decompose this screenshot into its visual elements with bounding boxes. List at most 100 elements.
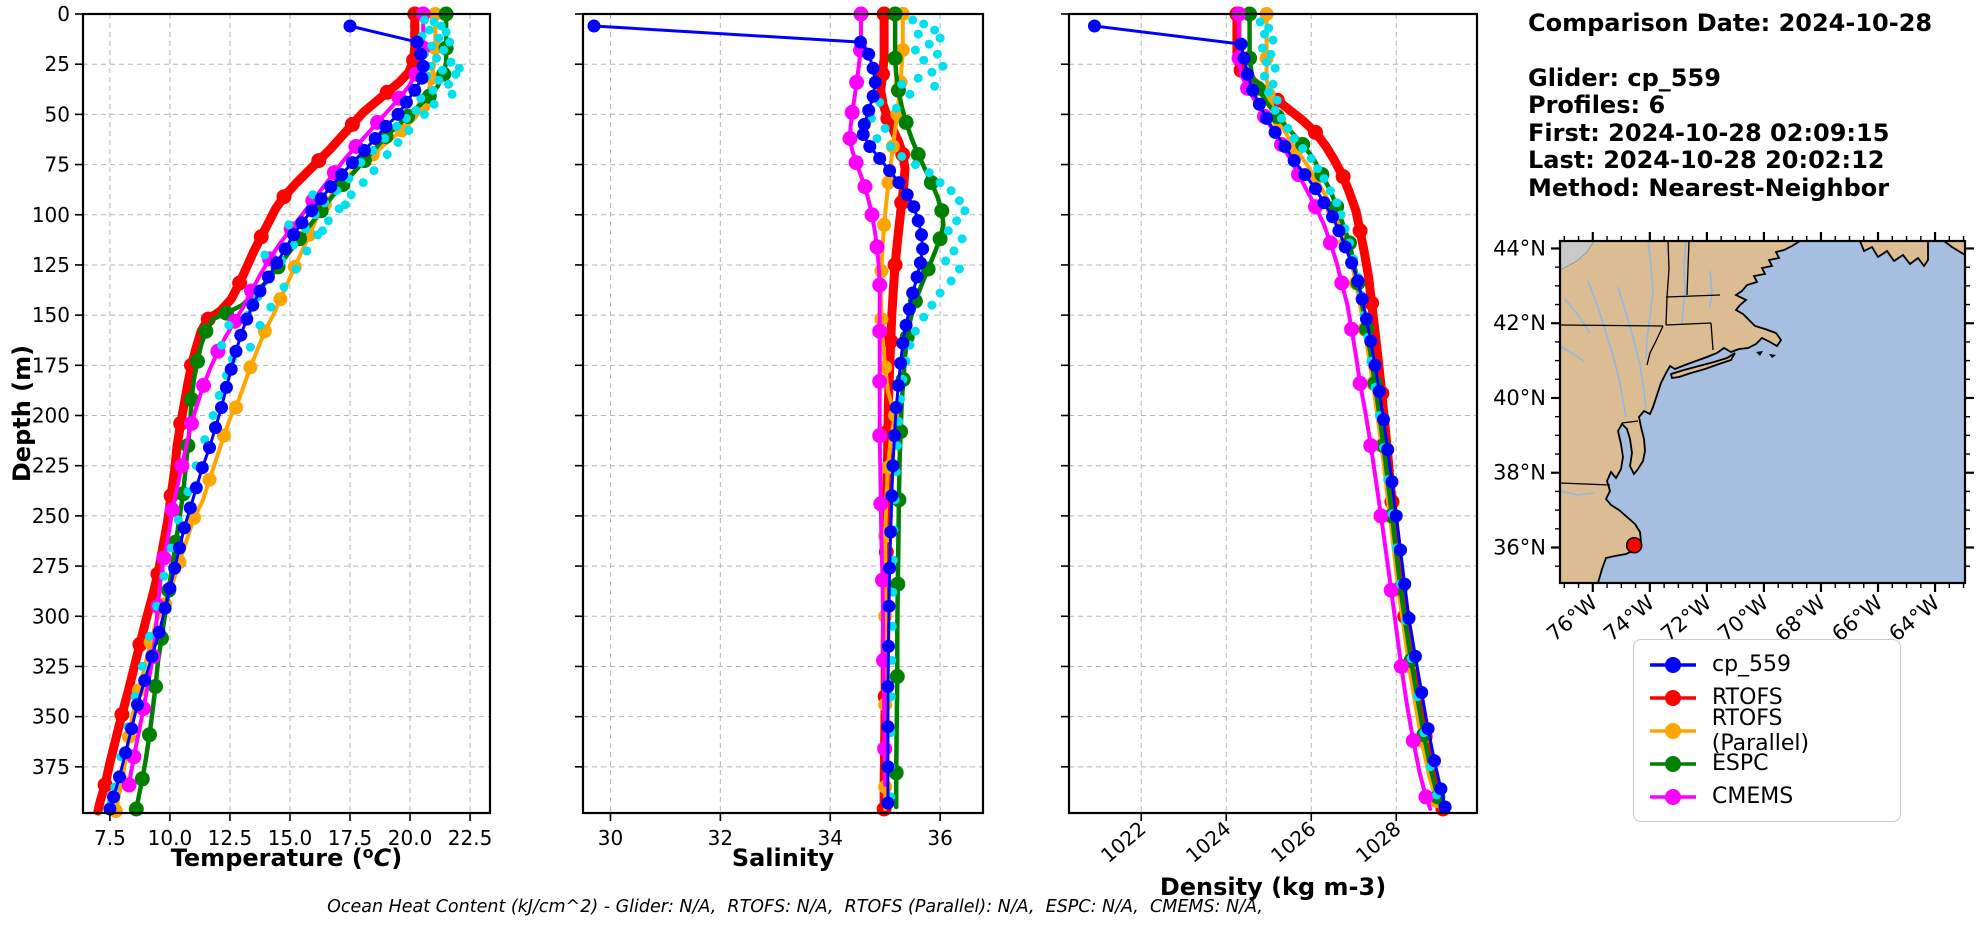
svg-text:0: 0 (57, 2, 70, 26)
svg-text:76°W: 76°W (1542, 590, 1602, 646)
map-land (1560, 241, 1802, 583)
svg-text:Temperature (oC): Temperature (oC) (171, 843, 403, 872)
comparison-date: Comparison Date: 2024-10-28 (1528, 9, 1933, 37)
temperature-profile-chart: 7.5 10.0 12.5 15.0 17.5 20.0 22.5 0 25 50 75 100 125… (8, 2, 492, 872)
svg-text:17.5: 17.5 (328, 826, 373, 850)
svg-text:34: 34 (818, 826, 843, 850)
svg-text:100: 100 (32, 203, 70, 227)
salinity-profile-chart: 30 32 34 36 Salinity (575, 6, 985, 872)
series-cp-559 (103, 19, 430, 816)
last-profile-time: Last: 2024-10-28 20:02:12 (1528, 146, 1885, 174)
legend-label: RTOFS (Parallel) (1711, 705, 1810, 756)
svg-text:36: 36 (927, 826, 952, 850)
svg-text:44°N: 44°N (1493, 236, 1546, 260)
svg-text:Density (kg m-3): Density (kg m-3) (1160, 873, 1386, 901)
legend-label: ESPC (1712, 751, 1769, 776)
svg-text:42°N: 42°N (1493, 311, 1546, 335)
svg-text:250: 250 (32, 504, 70, 528)
svg-text:300: 300 (32, 604, 70, 628)
svg-text:375: 375 (32, 755, 70, 779)
svg-text:Depth (m): Depth (m) (8, 345, 36, 482)
svg-text:75: 75 (45, 153, 70, 177)
map-river (1681, 241, 1687, 326)
svg-text:150: 150 (32, 303, 70, 327)
map-river (1564, 298, 1591, 334)
svg-text:7.5: 7.5 (94, 826, 126, 850)
legend-item-cp-559: cp_559 (1648, 648, 1886, 681)
location-map: 44°N 42°N 40°N 38°N 36°N 76°W74°W72°W70°W68°W… (1493, 232, 1974, 646)
svg-text:22.5: 22.5 (448, 826, 493, 850)
svg-text:70°W: 70°W (1713, 590, 1773, 646)
map-nova-scotia (1859, 241, 1929, 268)
legend-item-rtofs-parallel-: RTOFS (Parallel) (1648, 706, 1886, 756)
first-profile-time: First: 2024-10-28 02:09:15 (1528, 118, 1890, 147)
map-border (1646, 325, 1664, 366)
map-border (1665, 322, 1712, 326)
svg-text:68°W: 68°W (1770, 590, 1830, 646)
svg-text:200: 200 (32, 404, 70, 428)
map-river (1709, 270, 1713, 308)
density-profile-chart: 1022 1024 1026 1028 Density (kg m-3) (1061, 6, 1479, 901)
ohc-footer: Ocean Heat Content (kJ/cm^2) - Glider: N… (327, 897, 1263, 917)
svg-text:15.0: 15.0 (268, 826, 313, 850)
svg-text:36°N: 36°N (1493, 535, 1546, 559)
legend-line-marker-icon (1650, 788, 1696, 805)
info-panel: Comparison Date: 2024-10-28 Glider: cp_5… (1528, 9, 1933, 202)
svg-text:50: 50 (45, 102, 70, 126)
legend-item-rtofs: RTOFS (1648, 681, 1886, 714)
map-features (1560, 241, 1965, 583)
svg-text:38°N: 38°N (1493, 461, 1546, 485)
legend-label: CMEMS (1712, 784, 1794, 809)
legend: cp_559 RTOFS RTOFS (Parallel) ESPC CMEMS (1633, 639, 1901, 822)
map-border (1621, 420, 1639, 424)
map-river (1560, 490, 1595, 496)
interp-method: Method: Nearest-Neighbor (1528, 173, 1890, 202)
svg-text:325: 325 (32, 654, 70, 678)
legend-line-marker-icon (1650, 689, 1696, 706)
svg-text:225: 225 (32, 454, 70, 478)
svg-text:30: 30 (598, 826, 623, 850)
map-border (1686, 241, 1690, 296)
svg-text:20.0: 20.0 (388, 826, 433, 850)
legend-item-espc: ESPC (1648, 747, 1886, 780)
series-cp-559 (587, 19, 930, 810)
legend-line-marker-icon (1650, 722, 1696, 739)
svg-text:74°W: 74°W (1599, 590, 1659, 646)
svg-text:275: 275 (32, 554, 70, 578)
legend-label: RTOFS (1712, 685, 1783, 710)
svg-text:72°W: 72°W (1656, 590, 1716, 646)
svg-text:12.5: 12.5 (208, 826, 253, 850)
svg-text:10.0: 10.0 (148, 826, 193, 850)
map-border (1560, 482, 1611, 486)
svg-text:40°N: 40°N (1493, 386, 1546, 410)
svg-text:25: 25 (45, 52, 70, 76)
svg-text:125: 125 (32, 253, 70, 277)
svg-text:64°W: 64°W (1884, 590, 1944, 646)
profiles-count: Profiles: 6 (1528, 91, 1666, 119)
svg-text:1022: 1022 (1096, 816, 1150, 867)
map-border (1665, 241, 1670, 326)
svg-text:350: 350 (32, 705, 70, 729)
map-border (1710, 322, 1714, 351)
legend-label: cp_559 (1712, 652, 1792, 677)
map-river (1617, 286, 1647, 410)
svg-text:1028: 1028 (1351, 816, 1405, 867)
glider-location-marker (1625, 536, 1643, 554)
info-gap (1528, 38, 1932, 65)
map-lake-gray (1560, 241, 1595, 271)
map-long-island (1669, 352, 1736, 380)
map-river (1645, 241, 1654, 360)
legend-line-marker-icon (1650, 656, 1696, 673)
svg-text:175: 175 (32, 353, 70, 377)
svg-text:66°W: 66°W (1827, 590, 1887, 646)
map-river (1587, 280, 1627, 418)
svg-text:32: 32 (708, 826, 733, 850)
map-border (1560, 324, 1664, 327)
svg-text:1024: 1024 (1181, 816, 1235, 867)
map-border (1665, 294, 1721, 298)
series-cp-559 (1088, 19, 1452, 814)
legend-item-cmems: CMEMS (1648, 780, 1886, 813)
legend-line-marker-icon (1650, 755, 1696, 772)
